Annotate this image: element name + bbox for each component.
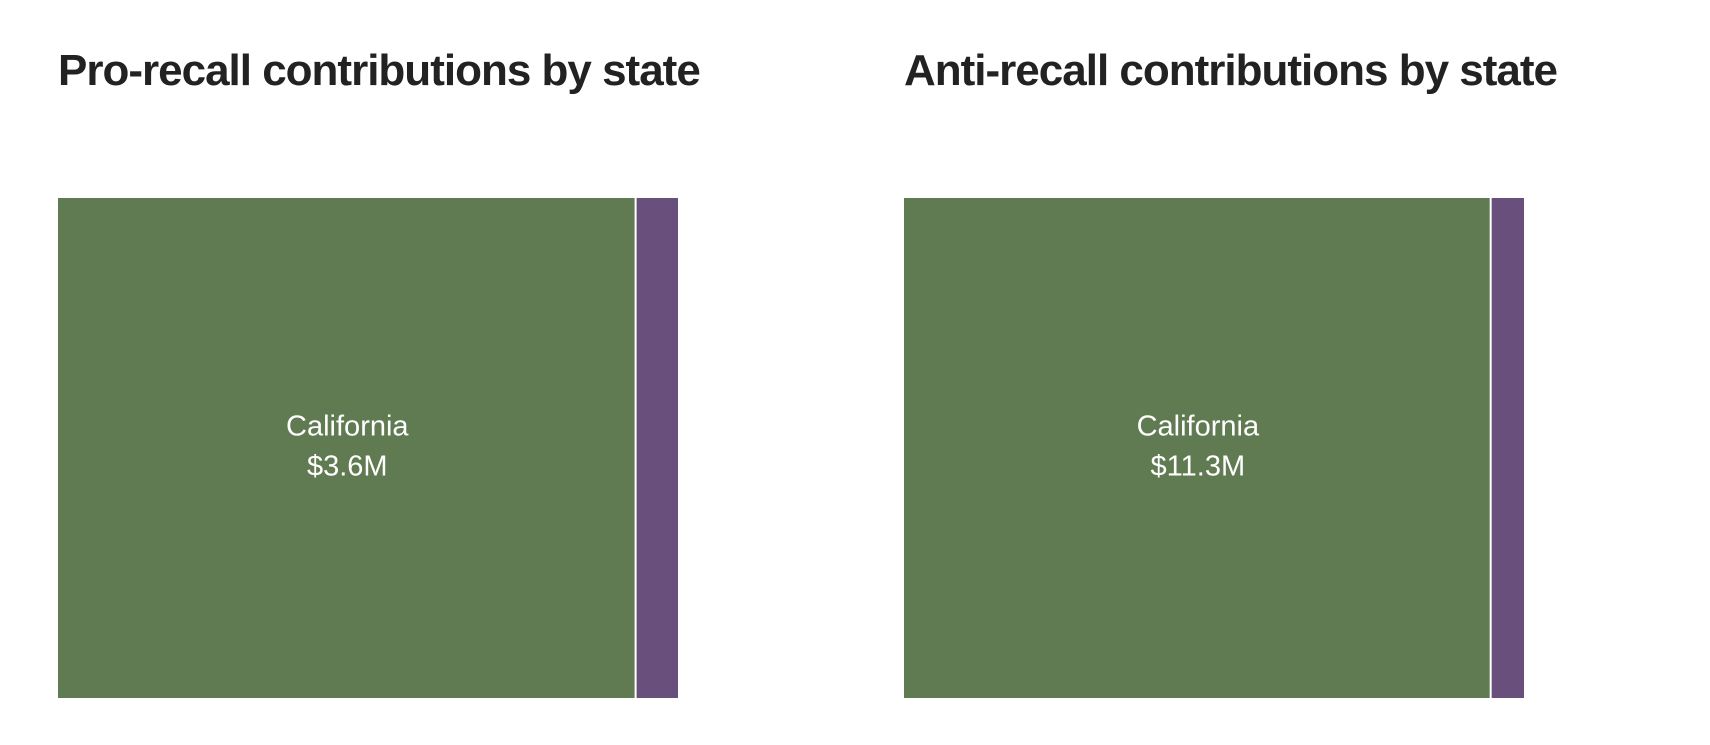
chart-panel: Pro-recall contributions by state Califo…: [58, 38, 738, 698]
treemap-cell: [1491, 198, 1524, 698]
chart-title: Pro-recall contributions by state: [58, 46, 701, 95]
chart-title: Anti-recall contributions by state: [904, 46, 1558, 95]
treemap: California $11.3M: [904, 198, 1524, 698]
chart-panel: Anti-recall contributions by state Calif…: [904, 38, 1584, 698]
treemap-cell: [58, 198, 635, 698]
treemap-cell: [636, 198, 678, 698]
cell-label: California: [1137, 411, 1260, 443]
treemap: California $3.6M: [58, 198, 678, 698]
treemap-cell: [904, 198, 1490, 698]
value-label: $3.6M: [307, 451, 388, 483]
value-label: $11.3M: [1151, 451, 1246, 483]
cell-label: California: [286, 411, 409, 443]
